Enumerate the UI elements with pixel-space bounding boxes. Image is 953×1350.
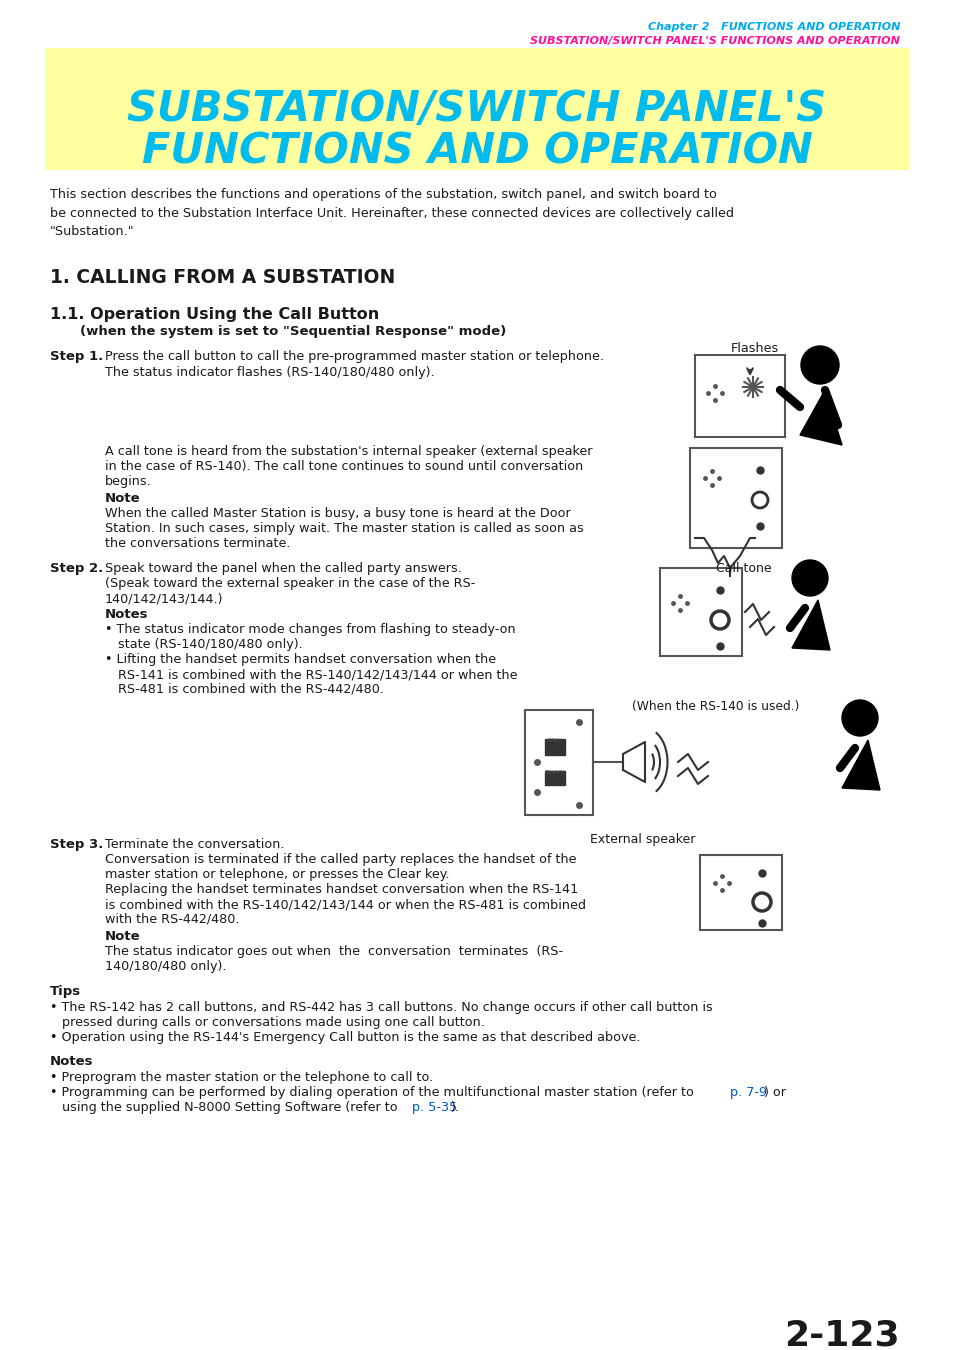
Text: • Programming can be performed by dialing operation of the multifunctional maste: • Programming can be performed by dialin…	[50, 1085, 698, 1099]
Text: Notes: Notes	[105, 608, 149, 621]
Text: • The RS-142 has 2 call buttons, and RS-442 has 3 call buttons. No change occurs: • The RS-142 has 2 call buttons, and RS-…	[50, 1000, 712, 1014]
Text: Chapter 2   FUNCTIONS AND OPERATION: Chapter 2 FUNCTIONS AND OPERATION	[647, 22, 899, 32]
Bar	[689, 448, 781, 548]
Text: External speaker: External speaker	[590, 833, 695, 846]
Text: p. 7-9: p. 7-9	[729, 1085, 766, 1099]
Text: Call tone: Call tone	[716, 562, 771, 575]
Text: Tips: Tips	[50, 986, 81, 998]
Text: with the RS-442/480.: with the RS-442/480.	[105, 913, 239, 926]
Circle shape	[791, 560, 827, 595]
Text: Notes: Notes	[50, 1054, 93, 1068]
Text: master station or telephone, or presses the Clear key.: master station or telephone, or presses …	[105, 868, 449, 882]
Polygon shape	[622, 743, 644, 782]
Text: Step 1.: Step 1.	[50, 350, 103, 363]
Text: using the supplied N-8000 Setting Software (refer to: using the supplied N-8000 Setting Softwa…	[62, 1102, 401, 1114]
Polygon shape	[791, 599, 829, 649]
Text: • Operation using the RS-144's Emergency Call button is the same as that describ: • Operation using the RS-144's Emergency…	[50, 1031, 639, 1044]
Text: • The status indicator mode changes from flashing to steady-on: • The status indicator mode changes from…	[105, 622, 515, 636]
Text: RS-481 is combined with the RS-442/480.: RS-481 is combined with the RS-442/480.	[118, 683, 384, 697]
Text: PRIVACY: PRIVACY	[544, 769, 564, 775]
Text: Note: Note	[105, 930, 140, 944]
Circle shape	[801, 346, 838, 383]
Text: The status indicator flashes (RS-140/180/480 only).: The status indicator flashes (RS-140/180…	[105, 366, 435, 379]
Text: A call tone is heard from the substation's internal speaker (external speaker: A call tone is heard from the substation…	[105, 446, 592, 458]
Text: (When the RS-140 is used.): (When the RS-140 is used.)	[631, 701, 799, 713]
Text: The status indicator goes out when  the  conversation  terminates  (RS-: The status indicator goes out when the c…	[105, 945, 562, 958]
Text: Flashes: Flashes	[730, 342, 779, 355]
Text: RS-141 is combined with the RS-140/142/143/144 or when the: RS-141 is combined with the RS-140/142/1…	[118, 668, 517, 680]
Bar	[544, 738, 564, 755]
Text: the conversations terminate.: the conversations terminate.	[105, 537, 291, 549]
Text: Conversation is terminated if the called party replaces the handset of the: Conversation is terminated if the called…	[105, 853, 576, 865]
Text: Station. In such cases, simply wait. The master station is called as soon as: Station. In such cases, simply wait. The…	[105, 522, 583, 535]
Text: Note: Note	[105, 491, 140, 505]
Text: 140/142/143/144.): 140/142/143/144.)	[105, 593, 223, 605]
Text: pressed during calls or conversations made using one call button.: pressed during calls or conversations ma…	[62, 1017, 484, 1029]
Text: This section describes the functions and operations of the substation, switch pa: This section describes the functions and…	[50, 188, 733, 238]
Text: Step 2.: Step 2.	[50, 562, 103, 575]
Text: 140/180/480 only).: 140/180/480 only).	[105, 960, 226, 973]
Bar	[524, 710, 593, 815]
Circle shape	[841, 701, 877, 736]
Text: 2-123: 2-123	[783, 1318, 899, 1350]
Text: begins.: begins.	[105, 475, 152, 487]
Text: 1. CALLING FROM A SUBSTATION: 1. CALLING FROM A SUBSTATION	[50, 269, 395, 288]
Text: • Preprogram the master station or the telephone to call to.: • Preprogram the master station or the t…	[50, 1071, 433, 1084]
Bar	[544, 771, 564, 784]
Bar	[659, 568, 741, 656]
Text: state (RS-140/180/480 only).: state (RS-140/180/480 only).	[118, 639, 302, 651]
Text: • Lifting the handset permits handset conversation when the: • Lifting the handset permits handset co…	[105, 653, 496, 666]
Bar	[695, 355, 784, 437]
Text: CALL: CALL	[548, 738, 561, 742]
Text: SUBSTATION/SWITCH PANEL'S FUNCTIONS AND OPERATION: SUBSTATION/SWITCH PANEL'S FUNCTIONS AND …	[530, 36, 899, 46]
Text: (Speak toward the external speaker in the case of the RS-: (Speak toward the external speaker in th…	[105, 576, 475, 590]
Text: When the called Master Station is busy, a busy tone is heard at the Door: When the called Master Station is busy, …	[105, 508, 570, 520]
Bar	[45, 49, 908, 170]
Text: p. 5-35: p. 5-35	[412, 1102, 456, 1114]
Text: Step 3.: Step 3.	[50, 838, 103, 850]
Polygon shape	[841, 740, 879, 790]
Text: 1.1. Operation Using the Call Button: 1.1. Operation Using the Call Button	[50, 306, 379, 323]
Text: Replacing the handset terminates handset conversation when the RS-141: Replacing the handset terminates handset…	[105, 883, 578, 896]
Bar	[700, 855, 781, 930]
Text: ).: ).	[450, 1102, 458, 1114]
Text: ) or: ) or	[763, 1085, 785, 1099]
Text: Speak toward the panel when the called party answers.: Speak toward the panel when the called p…	[105, 562, 461, 575]
Text: Terminate the conversation.: Terminate the conversation.	[105, 838, 284, 850]
Text: Press the call button to call the pre-programmed master station or telephone.: Press the call button to call the pre-pr…	[105, 350, 603, 363]
Text: is combined with the RS-140/142/143/144 or when the RS-481 is combined: is combined with the RS-140/142/143/144 …	[105, 898, 585, 911]
Text: SUBSTATION/SWITCH PANEL'S: SUBSTATION/SWITCH PANEL'S	[128, 88, 825, 130]
Text: (when the system is set to "Sequential Response" mode): (when the system is set to "Sequential R…	[80, 325, 506, 338]
Text: in the case of RS-140). The call tone continues to sound until conversation: in the case of RS-140). The call tone co…	[105, 460, 582, 472]
Polygon shape	[800, 390, 841, 446]
Text: FUNCTIONS AND OPERATION: FUNCTIONS AND OPERATION	[141, 130, 812, 171]
